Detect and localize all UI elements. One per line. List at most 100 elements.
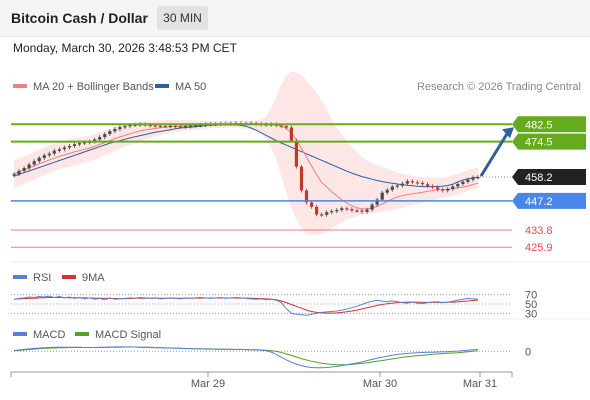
resistance-tag (512, 116, 586, 133)
ma20-legend-swatch (13, 84, 27, 88)
macd-zero-label: 0 (525, 346, 531, 358)
candle-body (148, 124, 152, 127)
candle-body (37, 157, 41, 162)
timeframe-button[interactable]: 30 MIN (157, 6, 208, 30)
candle-body (183, 126, 188, 128)
price-panel: 482.5 474.5 458.2 447.2 433.8 425.9 (11, 71, 586, 254)
time-axis: Mar 29 Mar 30 Mar 31 (10, 372, 513, 390)
ma50-legend-swatch (155, 84, 169, 88)
ma50-line (13, 124, 479, 188)
candle-body (188, 125, 193, 127)
candle-body (178, 126, 182, 128)
rsi-ma-line (13, 297, 479, 314)
candle-body (12, 174, 16, 176)
candle-body (22, 168, 26, 171)
candle-body (345, 208, 349, 210)
candle-body (103, 134, 107, 138)
instrument-title: Bitcoin Cash / Dollar (11, 10, 148, 26)
price-tag (512, 169, 586, 186)
rsi-ma-legend-swatch (62, 275, 76, 279)
candle-body (57, 149, 61, 151)
candle-body (325, 212, 329, 215)
time-tick-label: Mar 31 (463, 378, 497, 390)
candle-body (375, 199, 379, 205)
candle-body (310, 202, 314, 207)
candle-body (431, 186, 435, 188)
candle-body (390, 186, 394, 190)
candle-body (335, 210, 339, 212)
candle-body (446, 189, 450, 191)
candle-body (113, 129, 117, 132)
candle-body (173, 125, 177, 127)
candle-body (441, 189, 445, 191)
candle-body (123, 126, 127, 128)
candle-body (194, 125, 198, 127)
rsi-level-label: 30 (525, 308, 537, 320)
header-bar: Bitcoin Cash / Dollar 30 MIN (0, 0, 590, 37)
candle-body (72, 144, 77, 146)
candle-body (98, 137, 102, 140)
resistance-tag (512, 133, 586, 150)
candle-body (294, 140, 298, 167)
candle-body (153, 125, 157, 127)
source-credit: Research © 2026 Trading Central (417, 81, 581, 93)
candle-body (330, 211, 334, 213)
candle-body (400, 183, 404, 186)
candle-body (426, 184, 430, 187)
candle-body (395, 185, 399, 187)
candle-body (350, 209, 354, 211)
timestamp: Monday, March 30, 2026 3:48:53 PM CET (13, 41, 237, 55)
candle-body (133, 124, 137, 126)
candle-body (32, 161, 36, 165)
minor-support-value: 433.8 (525, 225, 553, 237)
support-value: 447.2 (525, 196, 553, 208)
projection-arrowhead (502, 127, 514, 139)
candle-body (365, 209, 369, 212)
price-value: 458.2 (525, 172, 553, 184)
candle-body (456, 184, 460, 187)
resistance-value: 482.5 (525, 119, 553, 131)
candle-body (315, 206, 319, 215)
rsi-ma-legend-label: 9MA (82, 272, 105, 284)
candle-body (78, 143, 82, 145)
candle-body (385, 189, 389, 193)
candle-body (461, 181, 465, 184)
candle-body (410, 181, 414, 183)
candle-body (62, 147, 66, 150)
candle-body (360, 210, 364, 212)
candle-body (67, 146, 72, 148)
candle-body (436, 187, 440, 190)
candle-body (128, 124, 132, 127)
rsi-legend-label: RSI (33, 272, 51, 284)
candle-body (83, 142, 87, 144)
candle-body (47, 153, 51, 156)
resistance-value: 474.5 (525, 137, 553, 149)
candle-body (17, 171, 21, 175)
rsi-legend-swatch (13, 275, 27, 279)
macd-panel: 0 (11, 346, 531, 369)
ma50-legend-label: MA 50 (175, 81, 206, 93)
time-tick-label: Mar 29 (191, 378, 225, 390)
macd-legend-swatch (13, 332, 27, 336)
macd-signal-legend-swatch (75, 332, 89, 336)
candle-body (380, 192, 384, 200)
candle-body (284, 126, 288, 128)
macd-legend-label: MACD (33, 329, 65, 341)
rsi-line (13, 295, 479, 316)
candle-body (420, 182, 425, 185)
candle-body (158, 125, 162, 127)
candle-body (355, 210, 359, 212)
candle-body (299, 166, 304, 191)
support-tag (512, 192, 586, 209)
minor-support-value: 425.9 (525, 242, 553, 254)
time-tick-label: Mar 30 (363, 378, 397, 390)
candle-body (52, 150, 56, 154)
candle-body (27, 164, 31, 169)
candle-body (42, 155, 46, 158)
candle-body (118, 127, 122, 130)
candle-body (415, 182, 420, 184)
candle-body (451, 186, 455, 189)
ma20-legend-label: MA 20 + Bollinger Bands (33, 81, 154, 93)
